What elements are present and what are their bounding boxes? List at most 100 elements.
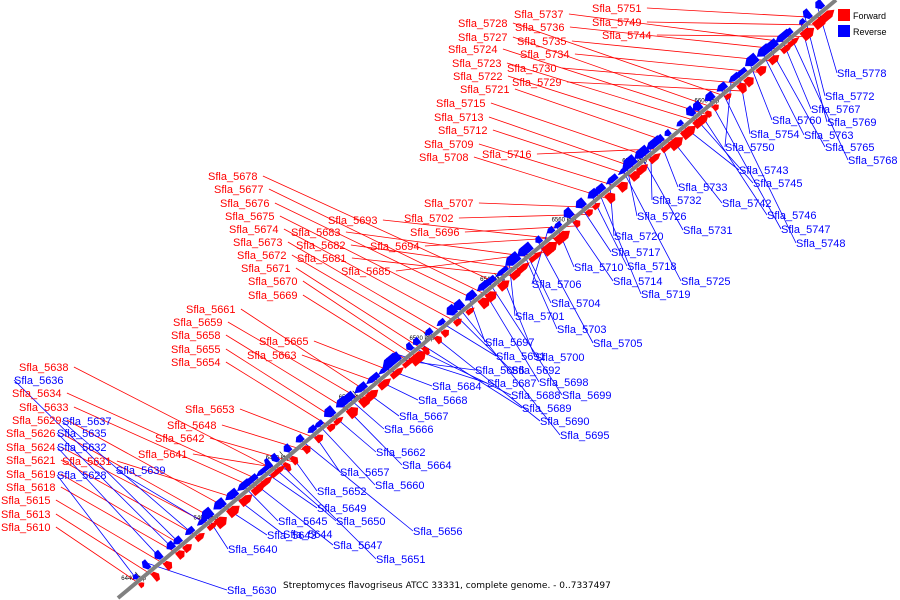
leader-line-sfla_5639: [115, 469, 201, 521]
gene-label-sfla_5747: Sfla_5747: [781, 224, 831, 236]
leader-line-sfla_5636: [13, 379, 175, 539]
gene-arrow-sfla_5644: [225, 487, 240, 501]
gene-arrow-sfla_5642: [289, 455, 299, 466]
gene-arrow-sfla_5744: [799, 27, 815, 42]
gene-arrow-sfla_5665: [389, 367, 404, 380]
leader-line-sfla_5699: [486, 279, 563, 396]
gene-arrow-sfla_5635: [166, 540, 177, 550]
gene-label-sfla_5719: Sfla_5719: [641, 289, 691, 301]
gene-arrow-sfla_5653: [314, 434, 324, 444]
gene-label-sfla_5772: Sfla_5772: [825, 91, 875, 103]
gene-label-sfla_5695: Sfla_5695: [560, 430, 610, 442]
leader-line-sfla_5709: [478, 143, 627, 190]
scale-tick-label-6520-kbp: 6520 kbp: [409, 336, 434, 342]
gene-label-sfla_5699: Sfla_5699: [562, 390, 612, 402]
gene-label-sfla_5694: Sfla_5694: [370, 241, 420, 253]
gene-label-sfla_5674: Sfla_5674: [229, 224, 279, 236]
gene-label-sfla_5744: Sfla_5744: [602, 30, 652, 42]
gene-label-sfla_5746: Sfla_5746: [767, 210, 817, 222]
gene-label-sfla_5671: Sfla_5671: [241, 263, 291, 275]
gene-label-sfla_5712: Sfla_5712: [438, 125, 488, 137]
gene-label-sfla_5725: Sfla_5725: [681, 276, 731, 288]
leader-line-sfla_5651: [271, 454, 377, 560]
leader-line-sfla_5659: [227, 321, 369, 405]
gene-arrow-sfla_5742: [664, 128, 672, 137]
leader-line-sfla_5691: [438, 320, 497, 357]
gene-arrow-sfla_5719: [594, 182, 607, 194]
gene-arrow-sfla_5731: [634, 144, 651, 159]
leader-line-sfla_5669: [302, 294, 412, 364]
gene-arrow-sfla_5699: [483, 274, 497, 287]
gene-label-sfla_5687: Sfla_5687: [487, 378, 537, 390]
gene-label-sfla_5733: Sfla_5733: [678, 182, 728, 194]
gene-arrow-sfla_5643: [213, 497, 227, 510]
gene-arrow-sfla_5717: [575, 197, 587, 209]
leader-line-sfla_5732: [650, 140, 653, 201]
gene-arrow-sfla_5695: [453, 298, 466, 311]
gene-label-sfla_5684: Sfla_5684: [432, 381, 482, 393]
gene-label-sfla_5736: Sfla_5736: [515, 22, 565, 34]
gene-label-sfla_5665: Sfla_5665: [259, 336, 309, 348]
gene-label-sfla_5676: Sfla_5676: [220, 198, 270, 210]
leader-line-sfla_5671: [295, 267, 430, 354]
gene-label-sfla_5760: Sfla_5760: [772, 115, 822, 127]
gene-label-sfla_5634: Sfla_5634: [12, 388, 62, 400]
gene-arrow-sfla_5745: [685, 105, 697, 117]
leader-line-sfla_5635: [56, 432, 168, 544]
leader-line-sfla_5767: [779, 34, 812, 110]
gene-arrow-sfla_5630: [141, 559, 152, 570]
gene-arrow-sfla_5628: [132, 573, 140, 580]
gene-label-sfla_5648: Sfla_5648: [167, 420, 217, 432]
gene-arrow-sfla_5661: [365, 389, 379, 402]
leader-line-sfla_5719: [596, 186, 642, 295]
gene-arrow-sfla_5650: [264, 457, 274, 468]
gene-arrow-sfla_5737: [787, 36, 800, 48]
gene-label-sfla_5621: Sfla_5621: [6, 455, 56, 467]
gene-label-sfla_5769: Sfla_5769: [827, 117, 877, 129]
leader-line-sfla_5674: [283, 228, 461, 325]
leader-line-sfla_5633: [73, 406, 262, 492]
gene-label-sfla_5748: Sfla_5748: [796, 238, 846, 250]
gene-label-sfla_5701: Sfla_5701: [515, 311, 565, 323]
gene-arrow-sfla_5660: [314, 419, 325, 429]
gene-label-sfla_5683: Sfla_5683: [291, 227, 341, 239]
gene-label-sfla_5708: Sfla_5708: [419, 152, 469, 164]
gene-label-sfla_5629: Sfla_5629: [12, 415, 62, 427]
gene-label-sfla_5763: Sfla_5763: [804, 130, 854, 142]
gene-arrow-sfla_5677: [484, 291, 497, 303]
gene-arrow-sfla_5667: [354, 381, 368, 394]
gene-label-sfla_5660: Sfla_5660: [375, 480, 425, 492]
gene-arrow-sfla_5728: [723, 93, 732, 101]
gene-label-sfla_5610: Sfla_5610: [1, 522, 51, 534]
gene-label-sfla_5709: Sfla_5709: [424, 139, 474, 151]
gene-arrow-sfla_5683: [528, 251, 543, 264]
gene-arrow-sfla_5704: [522, 244, 531, 254]
leader-line-sfla_5694: [424, 236, 568, 247]
gene-arrow-sfla_5747: [704, 90, 716, 102]
gene-label-sfla_5664: Sfla_5664: [402, 460, 452, 472]
gene-arrow-sfla_5632: [154, 549, 164, 560]
gene-arrow-sfla_5674: [453, 318, 462, 327]
gene-label-sfla_5714: Sfla_5714: [613, 276, 663, 288]
gene-arrow-sfla_5733: [657, 133, 665, 142]
gene-label-sfla_5624: Sfla_5624: [6, 442, 56, 454]
leader-line-sfla_5613: [55, 513, 160, 581]
gene-label-sfla_5691: Sfla_5691: [496, 351, 546, 363]
gene-arrow-sfla_5682: [516, 262, 530, 275]
legend-forward-swatch: [838, 9, 850, 21]
gene-label-sfla_5689: Sfla_5689: [522, 403, 572, 415]
leader-line-sfla_5661: [240, 308, 376, 398]
leader-line-sfla_5618: [60, 486, 184, 558]
gene-label-sfla_5767: Sfla_5767: [811, 104, 861, 116]
gene-label-sfla_5647: Sfla_5647: [333, 540, 383, 552]
leader-line-sfla_5748: [718, 84, 797, 244]
gene-label-sfla_5722: Sfla_5722: [453, 71, 503, 83]
leader-line-sfla_5713: [488, 116, 646, 172]
gene-label-sfla_5642: Sfla_5642: [155, 433, 205, 445]
gene-label-sfla_5667: Sfla_5667: [399, 411, 449, 423]
leader-line-sfla_5746: [693, 103, 768, 216]
leader-line-sfla_5723: [506, 62, 705, 124]
gene-label-sfla_5778: Sfla_5778: [837, 68, 887, 80]
gene-label-sfla_5626: Sfla_5626: [6, 428, 56, 440]
gene-label-sfla_5751: Sfla_5751: [592, 3, 642, 15]
